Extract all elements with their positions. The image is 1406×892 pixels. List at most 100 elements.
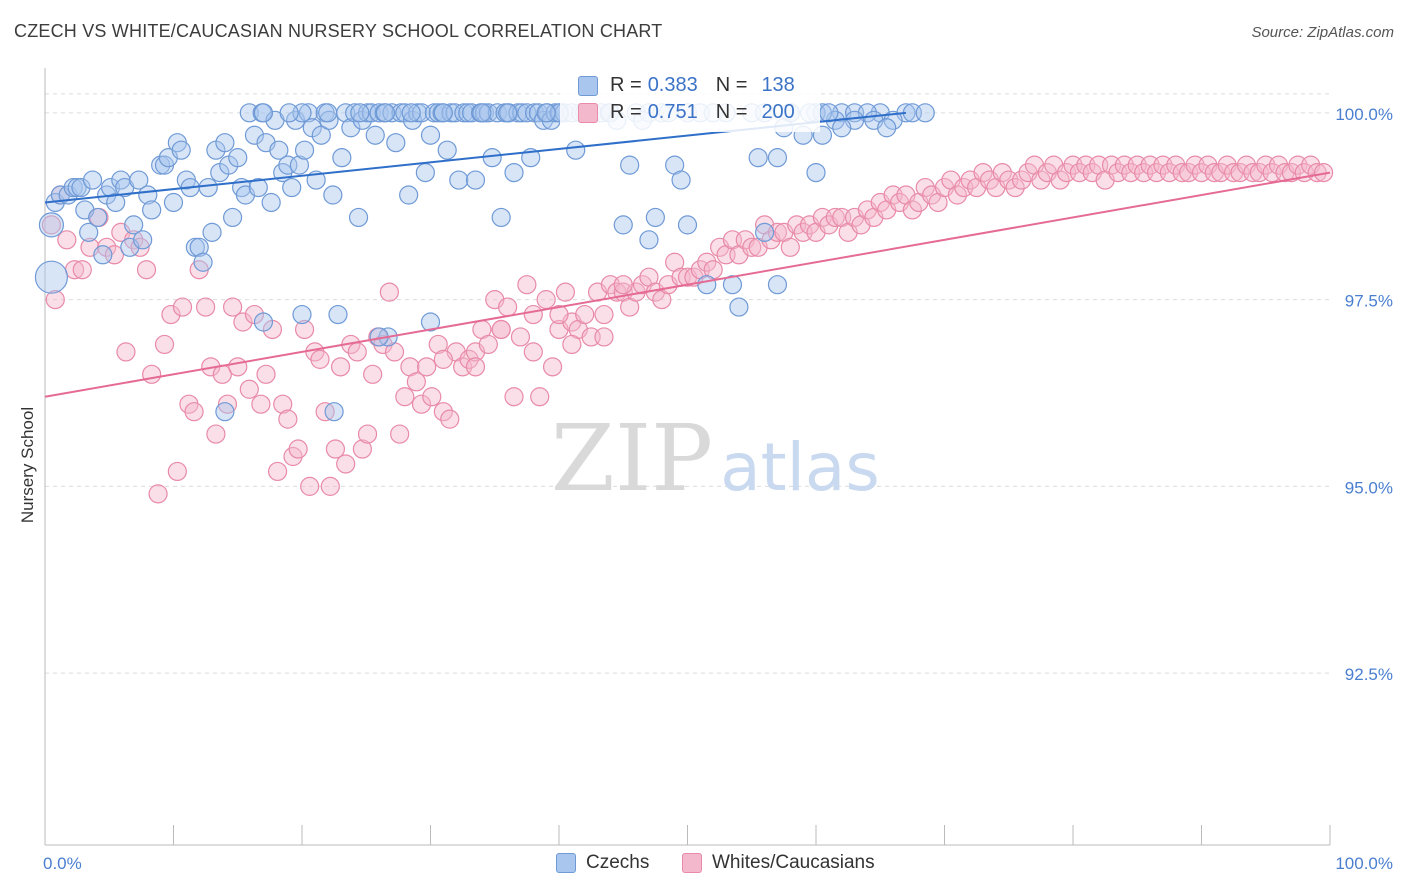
data-point-czechs <box>437 140 457 160</box>
data-point-czechs <box>767 148 788 168</box>
data-point-czechs <box>472 103 492 123</box>
data-point-czechs <box>253 103 274 123</box>
data-point-whites <box>57 230 77 250</box>
data-point-whites <box>510 327 531 347</box>
data-point-czechs <box>639 230 659 250</box>
legend-row-whites: R = 0.751 N = 200 <box>578 101 795 124</box>
n-label: N = <box>715 74 748 96</box>
data-point-czechs <box>198 177 218 198</box>
data-point-whites <box>267 461 288 482</box>
data-point-whites <box>498 297 518 317</box>
data-point-czechs <box>324 402 344 422</box>
data-point-czechs <box>420 312 441 332</box>
data-point-whites <box>459 349 479 369</box>
data-point-czechs <box>677 215 698 235</box>
data-point-whites <box>352 439 372 459</box>
n-label: N = <box>715 101 748 123</box>
data-point-czechs <box>517 103 537 123</box>
data-point-czechs <box>748 148 768 168</box>
data-point-whites <box>780 237 800 257</box>
data-point-czechs <box>697 275 717 295</box>
whites-swatch <box>578 102 598 123</box>
data-point-whites <box>992 162 1012 183</box>
data-point-whites <box>72 260 92 280</box>
data-point-czechs <box>536 103 556 123</box>
data-point-czechs <box>915 103 935 123</box>
data-point-whites <box>239 379 259 399</box>
data-point-czechs <box>298 103 319 123</box>
data-point-czechs <box>487 103 507 123</box>
r-label: R = <box>610 74 642 96</box>
data-point-czechs <box>93 245 113 265</box>
data-point-whites <box>228 357 248 377</box>
data-point-czechs <box>193 252 213 272</box>
legend-item-czechs[interactable]: Czechs <box>556 852 649 874</box>
data-point-czechs <box>133 230 153 250</box>
data-point-czechs <box>348 207 369 228</box>
data-point-whites <box>1313 162 1334 183</box>
data-point-whites <box>411 394 432 414</box>
data-point-czechs <box>328 304 348 325</box>
data-point-whites <box>697 252 717 272</box>
data-point-whites <box>251 394 271 414</box>
data-point-whites <box>363 364 383 384</box>
x-tick-label: 100.0% <box>1335 854 1393 873</box>
data-point-whites <box>465 357 486 377</box>
legend-item-whites[interactable]: Whites/Caucasians <box>682 852 875 874</box>
data-point-whites <box>478 334 498 355</box>
data-point-czechs <box>71 177 91 198</box>
data-point-czechs <box>278 155 298 175</box>
data-point-whites <box>136 260 157 280</box>
data-point-czechs <box>449 170 469 190</box>
data-point-whites <box>379 282 399 302</box>
r-value: 0.383 <box>647 74 698 96</box>
data-point-czechs <box>729 297 749 317</box>
legend-label-czechs: Czechs <box>586 852 650 873</box>
legend-row-czechs: R = 0.383 N = 138 <box>578 74 795 97</box>
data-point-whites <box>390 424 410 444</box>
data-point-czechs <box>341 118 361 138</box>
trend-line-whites <box>44 171 1331 398</box>
data-point-whites <box>440 409 460 429</box>
data-point-czechs <box>433 103 453 123</box>
r-value: 0.751 <box>647 101 698 123</box>
data-point-whites <box>530 387 550 407</box>
data-point-whites <box>256 364 276 384</box>
data-point-czechs <box>883 110 903 130</box>
data-point-czechs <box>613 215 633 235</box>
data-point-czechs <box>323 185 343 205</box>
data-point-czechs <box>504 162 524 183</box>
data-point-czechs <box>248 177 268 198</box>
data-point-czechs <box>386 133 406 153</box>
data-point-whites <box>1031 170 1051 190</box>
data-point-whites <box>742 237 762 257</box>
data-point-whites <box>517 275 537 295</box>
data-point-whites <box>406 372 426 392</box>
data-point-whites <box>184 402 204 422</box>
data-point-whites <box>336 454 356 474</box>
data-point-whites <box>142 364 162 384</box>
data-point-czechs <box>318 103 338 123</box>
data-point-czechs <box>832 118 852 138</box>
data-point-whites <box>594 327 614 347</box>
data-point-czechs <box>261 192 281 213</box>
data-point-czechs <box>38 212 65 238</box>
data-point-czechs <box>294 140 315 160</box>
data-point-whites <box>575 304 595 325</box>
watermark-zip: ZIP <box>551 405 713 512</box>
data-point-whites <box>233 312 253 332</box>
legend-label-whites: Whites/Caucasians <box>712 852 875 873</box>
data-point-whites <box>594 304 614 325</box>
data-point-whites <box>428 334 448 355</box>
czechs-swatch <box>578 75 598 96</box>
czechs-legend-swatch <box>556 853 576 873</box>
data-point-whites <box>395 387 415 407</box>
data-point-whites <box>1050 170 1070 190</box>
data-point-czechs <box>566 140 586 160</box>
data-point-whites <box>523 342 543 362</box>
data-point-whites <box>45 290 65 310</box>
data-point-whites <box>902 200 922 220</box>
data-point-whites <box>347 342 367 362</box>
data-point-czechs <box>202 222 222 242</box>
data-point-czechs <box>88 207 108 228</box>
